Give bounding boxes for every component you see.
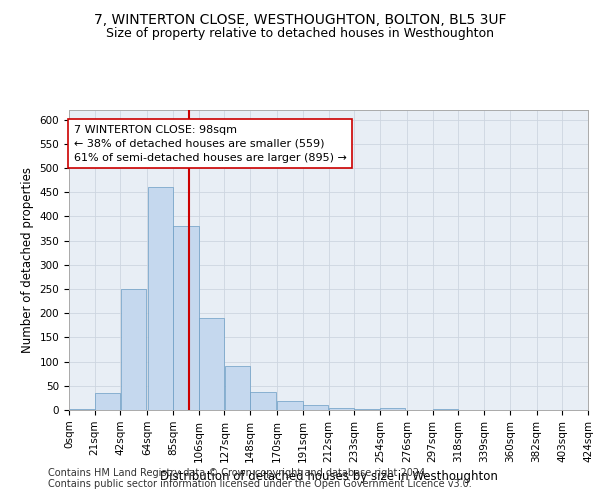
Bar [329,408,354,410]
Bar [303,404,328,410]
Text: Contains HM Land Registry data © Crown copyright and database right 2024.: Contains HM Land Registry data © Crown c… [48,468,428,477]
Text: 7 WINTERTON CLOSE: 98sqm
← 38% of detached houses are smaller (559)
61% of semi-: 7 WINTERTON CLOSE: 98sqm ← 38% of detach… [74,124,347,162]
Bar [95,393,120,410]
Bar [148,188,173,410]
Text: Size of property relative to detached houses in Westhoughton: Size of property relative to detached ho… [106,28,494,40]
Text: Contains public sector information licensed under the Open Government Licence v3: Contains public sector information licen… [48,479,472,489]
Bar [69,409,95,410]
X-axis label: Distribution of detached houses by size in Westhoughton: Distribution of detached houses by size … [160,470,497,483]
Bar [121,289,146,410]
Text: 7, WINTERTON CLOSE, WESTHOUGHTON, BOLTON, BL5 3UF: 7, WINTERTON CLOSE, WESTHOUGHTON, BOLTON… [94,12,506,26]
Bar [380,408,406,410]
Bar [199,318,224,410]
Bar [277,402,302,410]
Y-axis label: Number of detached properties: Number of detached properties [21,167,34,353]
Bar [173,226,199,410]
Bar [355,408,380,410]
Bar [433,409,458,410]
Bar [224,366,250,410]
Bar [250,392,275,410]
